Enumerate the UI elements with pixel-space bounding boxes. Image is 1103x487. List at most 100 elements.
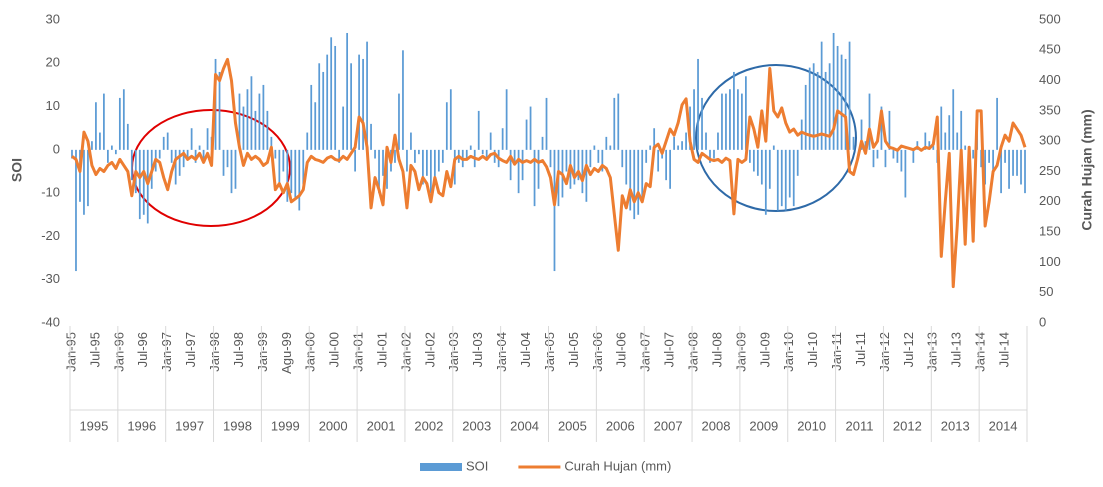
x-tick-label: Jan-10 (781, 332, 796, 372)
bar (362, 58, 364, 150)
bar (246, 89, 249, 150)
bar (178, 149, 181, 176)
y2-tick-label: 350 (1039, 102, 1061, 117)
x-tick-label: Jan-07 (638, 332, 653, 372)
bar (326, 54, 329, 150)
bar (190, 128, 193, 150)
bar (633, 149, 636, 220)
bar (820, 41, 823, 150)
bar (549, 149, 552, 168)
bar (928, 141, 931, 150)
year-label: 2013 (941, 418, 970, 433)
year-label: 2002 (414, 418, 443, 433)
year-label: 1999 (271, 418, 300, 433)
bar (386, 149, 388, 189)
bar (270, 136, 273, 150)
year-label: 2004 (510, 418, 539, 433)
x-tick-label: Jan-99 (255, 332, 270, 372)
bar (764, 149, 767, 215)
bar (892, 149, 895, 159)
bar (290, 149, 293, 194)
y-axis-title: SOI (9, 158, 25, 182)
x-tick-label: Jul-96 (135, 332, 150, 367)
x-tick-label: Jul-98 (231, 332, 246, 367)
blue-circle (695, 64, 857, 212)
bar (613, 97, 616, 150)
bar (437, 149, 440, 172)
y2-tick-label: 100 (1039, 254, 1061, 269)
x-tick-label: Jul-06 (614, 332, 629, 367)
bar (1000, 149, 1002, 194)
y2-tick-label: 300 (1039, 133, 1061, 148)
bar (1020, 149, 1022, 185)
bar (130, 149, 133, 181)
bar (517, 149, 520, 194)
bar (984, 149, 987, 185)
x-tick-label: Jan-14 (973, 332, 988, 372)
bar (649, 145, 652, 150)
bar (110, 145, 113, 150)
bar (222, 149, 225, 176)
bar (306, 132, 309, 150)
bar (605, 136, 608, 150)
bar (701, 97, 703, 150)
y2-tick-label: 450 (1039, 42, 1061, 57)
bar (485, 149, 488, 159)
bar (832, 32, 835, 150)
bar (382, 149, 384, 176)
bar (545, 97, 548, 150)
bar (713, 149, 715, 159)
bar (565, 149, 568, 172)
x-tick-label: Jul-09 (757, 332, 772, 367)
bar (501, 128, 504, 150)
bar (725, 93, 727, 150)
year-label: 2009 (749, 418, 778, 433)
bar (912, 149, 915, 163)
bar (358, 54, 360, 150)
bar (314, 102, 317, 150)
bar (234, 149, 237, 189)
bar (338, 149, 341, 163)
x-tick-label: Jan-95 (63, 332, 78, 372)
bar (278, 149, 281, 185)
bar (274, 149, 277, 159)
bar (952, 89, 955, 150)
bar (158, 149, 161, 159)
bar (932, 145, 935, 150)
x-tick-label: Jul-11 (853, 332, 868, 366)
bar (868, 93, 871, 150)
bar (226, 149, 229, 168)
bar (996, 97, 998, 150)
x-tick-label: Jul-14 (997, 332, 1012, 367)
bar (162, 136, 165, 150)
bar (521, 149, 524, 181)
bar (904, 149, 907, 198)
y2-tick-label: 200 (1039, 193, 1061, 208)
bar (888, 110, 891, 150)
bar (800, 119, 803, 150)
bar (302, 149, 305, 185)
bar (589, 149, 592, 168)
year-label: 2014 (989, 418, 1018, 433)
bar (788, 149, 791, 198)
bar (146, 149, 149, 224)
bar (876, 149, 879, 159)
bar (374, 149, 376, 159)
x-tick-label: Jul-95 (87, 332, 102, 367)
bar (142, 149, 145, 215)
bar (298, 149, 301, 211)
bar (593, 145, 596, 150)
bar (597, 149, 600, 163)
bar (964, 145, 967, 150)
bar (426, 149, 428, 176)
bar (828, 63, 831, 150)
bar (601, 149, 604, 172)
bar (242, 106, 245, 150)
bar (729, 89, 731, 150)
bar (776, 149, 779, 211)
bar (182, 149, 185, 168)
bar (429, 149, 432, 194)
year-label: 2011 (846, 418, 874, 433)
bar (573, 149, 576, 185)
x-tick-label: Jan-96 (111, 332, 126, 372)
